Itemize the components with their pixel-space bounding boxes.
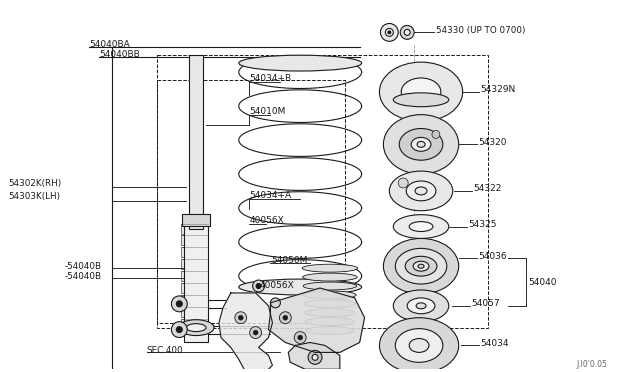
Ellipse shape [409, 339, 429, 352]
Ellipse shape [186, 324, 206, 331]
Ellipse shape [305, 318, 355, 326]
Ellipse shape [302, 264, 358, 272]
Ellipse shape [239, 279, 362, 295]
Ellipse shape [383, 115, 459, 174]
Ellipse shape [389, 171, 452, 211]
Text: 40056X: 40056X [250, 216, 284, 225]
Ellipse shape [306, 327, 354, 334]
Text: 54320: 54320 [479, 138, 507, 147]
Text: 54050M: 54050M [271, 256, 308, 265]
Text: 54325: 54325 [468, 220, 497, 229]
Text: 54329N: 54329N [481, 85, 516, 94]
Circle shape [172, 322, 188, 337]
Circle shape [312, 355, 318, 360]
Text: -54040B: -54040B [65, 262, 101, 271]
Ellipse shape [380, 62, 463, 122]
Text: J.I0'0.05: J.I0'0.05 [577, 360, 607, 369]
Ellipse shape [416, 303, 426, 309]
Bar [184, 219, 208, 343]
Ellipse shape [411, 137, 431, 151]
Circle shape [294, 331, 306, 343]
Polygon shape [269, 288, 365, 352]
Bar [181, 319, 208, 328]
Circle shape [177, 327, 182, 333]
Text: 54040BA: 54040BA [89, 40, 130, 49]
Circle shape [385, 28, 394, 36]
Text: SEC.400: SEC.400 [147, 346, 183, 355]
Ellipse shape [383, 238, 459, 294]
Bar [181, 224, 208, 234]
Bar [181, 235, 208, 246]
Ellipse shape [394, 290, 449, 322]
Bar [181, 271, 208, 281]
Ellipse shape [417, 141, 425, 147]
Circle shape [280, 312, 291, 324]
Ellipse shape [179, 320, 214, 336]
Text: 54036: 54036 [479, 252, 507, 261]
Circle shape [398, 178, 408, 188]
Ellipse shape [406, 181, 436, 201]
Circle shape [235, 312, 246, 324]
Ellipse shape [303, 273, 357, 281]
Text: 54057: 54057 [472, 299, 500, 308]
Text: 54034: 54034 [481, 339, 509, 348]
Circle shape [400, 25, 414, 39]
Circle shape [172, 296, 188, 312]
Ellipse shape [394, 215, 449, 238]
Text: 54034+B: 54034+B [250, 74, 292, 83]
Text: 40056X: 40056X [260, 280, 294, 289]
Bar [181, 247, 208, 257]
Circle shape [238, 315, 243, 320]
Text: 54302K(RH): 54302K(RH) [8, 179, 61, 189]
Ellipse shape [380, 318, 459, 372]
Circle shape [250, 327, 262, 339]
Ellipse shape [303, 282, 356, 290]
Ellipse shape [413, 261, 429, 271]
Text: 54034+A: 54034+A [250, 191, 292, 201]
Ellipse shape [401, 78, 441, 106]
Ellipse shape [303, 291, 356, 299]
Bar [181, 283, 208, 293]
Ellipse shape [394, 93, 449, 107]
Ellipse shape [396, 248, 447, 284]
Bar [181, 259, 208, 269]
Circle shape [271, 298, 280, 308]
Circle shape [388, 31, 391, 34]
Text: 54010M: 54010M [250, 107, 286, 116]
Ellipse shape [396, 328, 443, 362]
Bar [189, 55, 203, 228]
Circle shape [404, 29, 410, 35]
Circle shape [298, 335, 303, 340]
Text: -54040B: -54040B [65, 272, 101, 280]
Ellipse shape [405, 256, 437, 276]
Circle shape [177, 301, 182, 307]
Text: 54322: 54322 [474, 185, 502, 193]
Circle shape [253, 330, 258, 335]
Bar [181, 295, 208, 305]
Ellipse shape [305, 309, 355, 317]
Circle shape [380, 23, 398, 41]
Ellipse shape [415, 187, 427, 195]
Ellipse shape [409, 222, 433, 231]
Circle shape [308, 350, 322, 364]
Text: 54040: 54040 [528, 278, 557, 286]
Polygon shape [288, 343, 340, 369]
Circle shape [253, 280, 264, 292]
Text: 54303K(LH): 54303K(LH) [8, 192, 60, 201]
Circle shape [283, 315, 288, 320]
Bar [157, 80, 345, 323]
Bar [181, 307, 208, 317]
Circle shape [432, 131, 440, 138]
Ellipse shape [407, 298, 435, 314]
Text: 54330 (UP TO 0700): 54330 (UP TO 0700) [436, 26, 525, 35]
Ellipse shape [399, 128, 443, 160]
Polygon shape [219, 293, 273, 372]
Bar [182, 214, 210, 225]
Circle shape [256, 283, 261, 289]
Ellipse shape [418, 264, 424, 268]
Bar [157, 55, 488, 328]
Ellipse shape [239, 55, 362, 71]
Ellipse shape [304, 300, 356, 308]
Text: 54040BB: 54040BB [99, 50, 140, 59]
